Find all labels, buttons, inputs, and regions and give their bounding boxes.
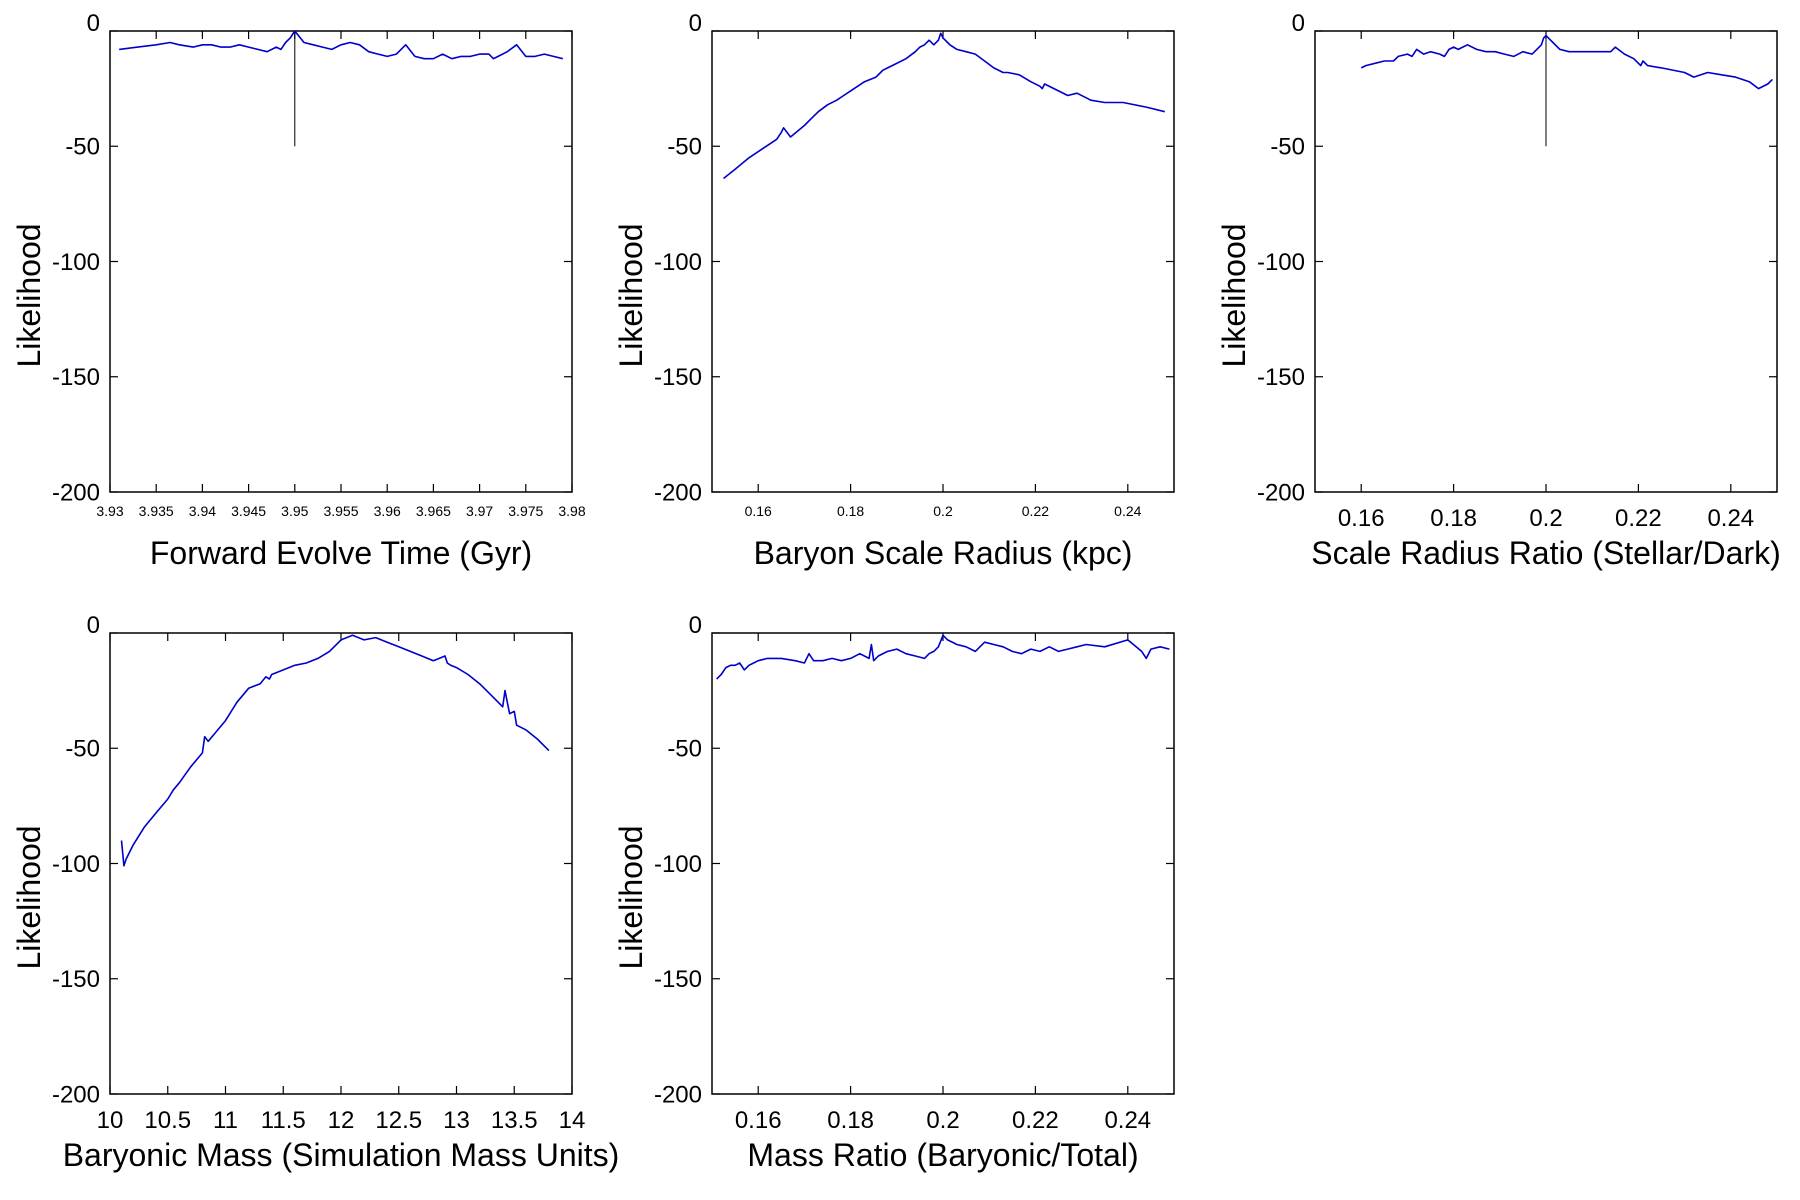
y-tick-label: 0: [689, 612, 702, 639]
x-tick-label: 0.16: [745, 503, 772, 519]
x-tick-label: 3.975: [508, 503, 543, 519]
y-tick-label: -50: [667, 134, 702, 161]
plot-frame: [109, 30, 573, 493]
x-tick-label: 0.18: [1430, 505, 1477, 532]
x-tick-label: 0.24: [1707, 505, 1754, 532]
x-tick-label: 10: [97, 1107, 124, 1134]
x-tick-label: 3.94: [189, 503, 216, 519]
y-axis-label: Likelihood: [1216, 223, 1252, 367]
y-tick-label: 0: [87, 10, 100, 37]
plot-frame: [711, 632, 1175, 1095]
y-tick-label: 0: [689, 10, 702, 37]
plot-frame: [711, 30, 1175, 493]
panel-scale-radius-ratio: 0 -50 -100 -150 -200 0.16 0.18 0.2 0.22 0.24 Scale…: [1216, 10, 1781, 571]
y-tick-label: -200: [654, 479, 702, 506]
x-tick-label: 0.2: [926, 1107, 959, 1134]
y-tick-label: -50: [667, 736, 702, 763]
y-tick-label: -100: [1257, 249, 1305, 276]
y-tick-label: 0: [1292, 10, 1305, 37]
x-tick-label: 0.18: [837, 503, 864, 519]
x-tick-label: 11.5: [261, 1107, 306, 1134]
x-axis-label: Scale Radius Ratio (Stellar/Dark): [1311, 535, 1781, 571]
x-tick-label: 0.22: [1012, 1107, 1059, 1134]
x-tick-label: 0.16: [1338, 505, 1385, 532]
likelihood-line: [120, 634, 550, 867]
y-tick-label: -200: [52, 479, 100, 506]
y-tick-label: -200: [654, 1081, 702, 1108]
x-tick-label: 3.97: [466, 503, 493, 519]
x-tick-label: 14: [559, 1107, 586, 1134]
y-tick-label: -150: [654, 364, 702, 391]
y-axis-label: Likelihood: [613, 825, 649, 969]
x-tick-label: 0.18: [827, 1107, 874, 1134]
y-tick-label: -200: [52, 1081, 100, 1108]
x-tick-label: 3.965: [416, 503, 451, 519]
y-axis-label: Likelihood: [11, 825, 47, 969]
y-axis-label: Likelihood: [11, 223, 47, 367]
x-tick-label: 0.16: [735, 1107, 782, 1134]
y-tick-label: -150: [654, 966, 702, 993]
y-axis-label: Likelihood: [613, 223, 649, 367]
panel-mass-ratio: 0 -50 -100 -150 -200 0.16 0.18 0.2 0.22 0.24 Mass …: [613, 612, 1175, 1173]
x-tick-label: 11: [213, 1107, 238, 1134]
y-tick-label: -150: [52, 364, 100, 391]
x-tick-label: 0.24: [1114, 503, 1141, 519]
likelihood-line: [1360, 34, 1773, 90]
x-tick-label: 10.5: [144, 1107, 191, 1134]
likelihood-line: [723, 32, 1165, 180]
x-tick-label: 0.22: [1022, 503, 1049, 519]
x-tick-label: 3.935: [139, 503, 174, 519]
y-tick-label: -50: [65, 134, 100, 161]
x-axis-label: Mass Ratio (Baryonic/Total): [747, 1137, 1138, 1173]
likelihood-line: [716, 634, 1170, 680]
x-tick-label: 0.22: [1615, 505, 1662, 532]
likelihood-line: [119, 30, 563, 60]
x-tick-label: 0.2: [933, 503, 953, 519]
y-tick-label: -150: [1257, 364, 1305, 391]
x-axis-label: Baryon Scale Radius (kpc): [754, 535, 1133, 571]
x-tick-label: 12: [328, 1107, 355, 1134]
y-tick-label: 0: [87, 612, 100, 639]
x-tick-label: 3.93: [96, 503, 123, 519]
x-tick-label: 0.24: [1104, 1107, 1151, 1134]
y-tick-label: -200: [1257, 479, 1305, 506]
x-axis-label: Forward Evolve Time (Gyr): [150, 535, 532, 571]
panel-baryon-scale-radius: 0 -50 -100 -150 -200 0.16 0.18 0.2 0.22 0.24 Baryo…: [613, 10, 1175, 571]
x-tick-label: 13.5: [491, 1107, 538, 1134]
y-tick-label: -100: [52, 249, 100, 276]
x-tick-label: 0.2: [1529, 505, 1562, 532]
x-tick-label: 3.98: [558, 503, 585, 519]
x-axis-label: Baryonic Mass (Simulation Mass Units): [63, 1137, 620, 1173]
y-tick-label: -100: [654, 249, 702, 276]
x-tick-label: 3.955: [323, 503, 358, 519]
x-tick-label: 12.5: [375, 1107, 422, 1134]
x-tick-label: 13: [443, 1107, 470, 1134]
x-tick-label: 3.96: [374, 503, 401, 519]
y-tick-label: -100: [654, 851, 702, 878]
x-tick-label: 3.945: [231, 503, 266, 519]
y-tick-label: -100: [52, 851, 100, 878]
y-tick-label: -50: [1270, 134, 1305, 161]
y-tick-label: -150: [52, 966, 100, 993]
y-tick-label: -50: [65, 736, 100, 763]
x-tick-label: 3.95: [281, 503, 308, 519]
